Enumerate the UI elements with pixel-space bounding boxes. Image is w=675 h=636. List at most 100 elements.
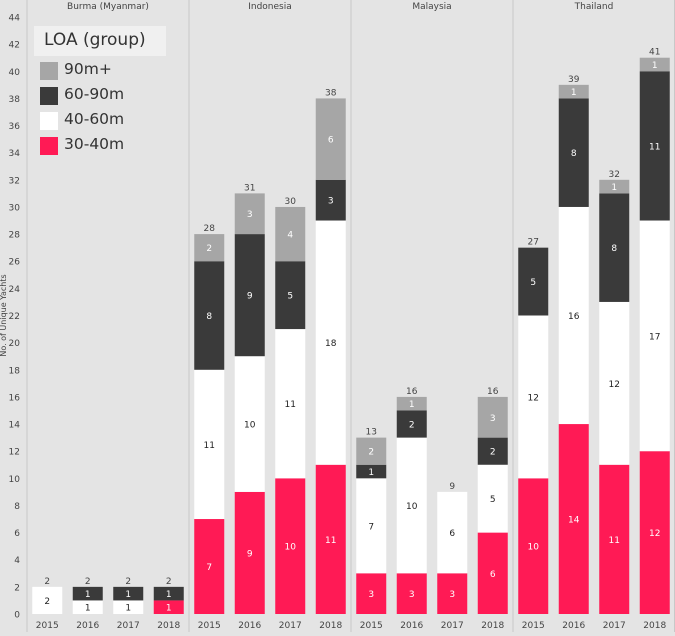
bar-segment-label: 4 — [287, 231, 293, 241]
bar-segment — [315, 220, 346, 465]
bar-segment-label: 18 — [325, 339, 337, 349]
bar-segment-label: 5 — [530, 278, 536, 288]
bar-segment-label: 1 — [85, 604, 91, 614]
y-tick-label: 18 — [9, 366, 21, 376]
y-tick-label: 36 — [9, 122, 21, 132]
bar-segment-label: 2 — [44, 597, 50, 607]
bar-segment — [558, 424, 589, 614]
y-tick-label: 34 — [9, 149, 21, 159]
bar-segment — [477, 532, 508, 614]
legend-item-40-60m[interactable]: 40-60m — [40, 110, 166, 130]
bar-segment-label: 3 — [328, 197, 334, 207]
bar-segment-label: 10 — [406, 502, 418, 512]
bar-segment — [518, 478, 549, 614]
x-tick-label: 2018 — [643, 621, 666, 631]
x-tick-label: 2015 — [36, 621, 59, 631]
bar-segment — [599, 193, 630, 302]
y-tick-label: 44 — [9, 14, 21, 24]
legend-item-90m-plus[interactable]: 90m+ — [40, 60, 166, 80]
bar-segment-label: 11 — [285, 400, 296, 410]
bar-segment — [558, 98, 589, 207]
x-tick-label: 2015 — [198, 621, 221, 631]
bar-total-label: 2 — [125, 577, 131, 587]
legend-swatch-90m-plus — [40, 62, 58, 80]
bar-segment-label: 7 — [368, 522, 374, 532]
bar-segment-label: 12 — [528, 393, 539, 403]
bar-segment — [396, 396, 427, 411]
bar-segment-label: 3 — [247, 210, 253, 220]
bar-total-label: 16 — [406, 387, 418, 397]
y-tick-label: 24 — [9, 285, 21, 295]
bar-segment-label: 1 — [125, 604, 131, 614]
bar-segment — [275, 329, 306, 479]
bar-segment — [113, 586, 144, 601]
bar-segment-label: 11 — [609, 536, 620, 546]
bar-segment — [477, 396, 508, 438]
y-tick-label: 8 — [14, 502, 20, 512]
bar-total-label: 30 — [285, 197, 297, 207]
bar-segment-label: 11 — [649, 142, 660, 152]
y-tick-label: 30 — [9, 203, 21, 213]
bar-segment-label: 8 — [571, 149, 577, 159]
y-tick-label: 38 — [9, 95, 21, 105]
bar-segment-label: 12 — [649, 529, 660, 539]
y-tick-label: 20 — [9, 339, 21, 349]
bar-segment-label: 1 — [166, 604, 172, 614]
x-tick-label: 2018 — [481, 621, 504, 631]
bar-segment-label: 8 — [611, 244, 617, 254]
bar-segment — [558, 206, 589, 425]
bar-total-label: 13 — [366, 428, 377, 438]
legend-title-box: LOA (group) — [34, 26, 166, 56]
bar-total-label: 31 — [244, 183, 255, 193]
bar-segment-label: 1 — [368, 468, 374, 478]
bar-segment-label: 1 — [125, 590, 131, 600]
bar-total-label: 9 — [449, 482, 455, 492]
bar-segment-label: 2 — [368, 448, 374, 458]
panel-header: Burma (Myanmar) — [67, 2, 149, 12]
legend-swatch-60-90m — [40, 87, 58, 105]
bar-segment — [72, 586, 103, 601]
bar-segment-label: 7 — [206, 563, 212, 573]
bar-segment-label: 11 — [204, 441, 215, 451]
bar-segment — [356, 478, 387, 574]
y-tick-label: 6 — [14, 529, 20, 539]
bar-total-label: 39 — [568, 75, 580, 85]
bar-segment — [194, 519, 225, 614]
bar-total-label: 2 — [85, 577, 91, 587]
bar-segment — [396, 410, 427, 438]
legend-item-30-40m[interactable]: 30-40m — [40, 135, 166, 155]
bar-segment-label: 14 — [568, 516, 580, 526]
y-tick-label: 4 — [14, 556, 20, 566]
bar-segment — [356, 573, 387, 614]
bar-total-label: 2 — [44, 577, 50, 587]
bar-segment — [599, 179, 630, 194]
legend-title: LOA (group) — [44, 30, 146, 50]
bar-total-label: 41 — [649, 48, 660, 58]
y-tick-label: 26 — [9, 258, 21, 268]
bar-segment-label: 6 — [490, 570, 496, 580]
bar-total-label: 38 — [325, 88, 337, 98]
x-tick-label: 2018 — [157, 621, 180, 631]
bar-segment-label: 8 — [206, 312, 212, 322]
x-tick-label: 2016 — [400, 621, 423, 631]
y-tick-label: 22 — [9, 312, 20, 322]
y-tick-label: 40 — [9, 68, 21, 78]
y-tick-label: 32 — [9, 176, 20, 186]
bar-segment — [234, 491, 265, 614]
legend-label: 60-90m — [64, 85, 125, 103]
legend-label: 90m+ — [64, 60, 112, 78]
bar-segment — [639, 451, 670, 614]
y-tick-label: 14 — [9, 421, 21, 431]
x-tick-label: 2017 — [117, 621, 140, 631]
bar-segment — [518, 247, 549, 316]
y-axis-title: No. of Unique Yachts — [0, 274, 8, 356]
panel-header: Indonesia — [248, 2, 292, 12]
x-tick-label: 2017 — [603, 621, 626, 631]
legend-item-60-90m[interactable]: 60-90m — [40, 85, 166, 105]
bar-segment — [153, 586, 184, 601]
bar-segment — [639, 57, 670, 72]
bar-segment-label: 10 — [244, 421, 256, 431]
bar-segment — [234, 356, 265, 492]
bar-segment — [639, 220, 670, 452]
